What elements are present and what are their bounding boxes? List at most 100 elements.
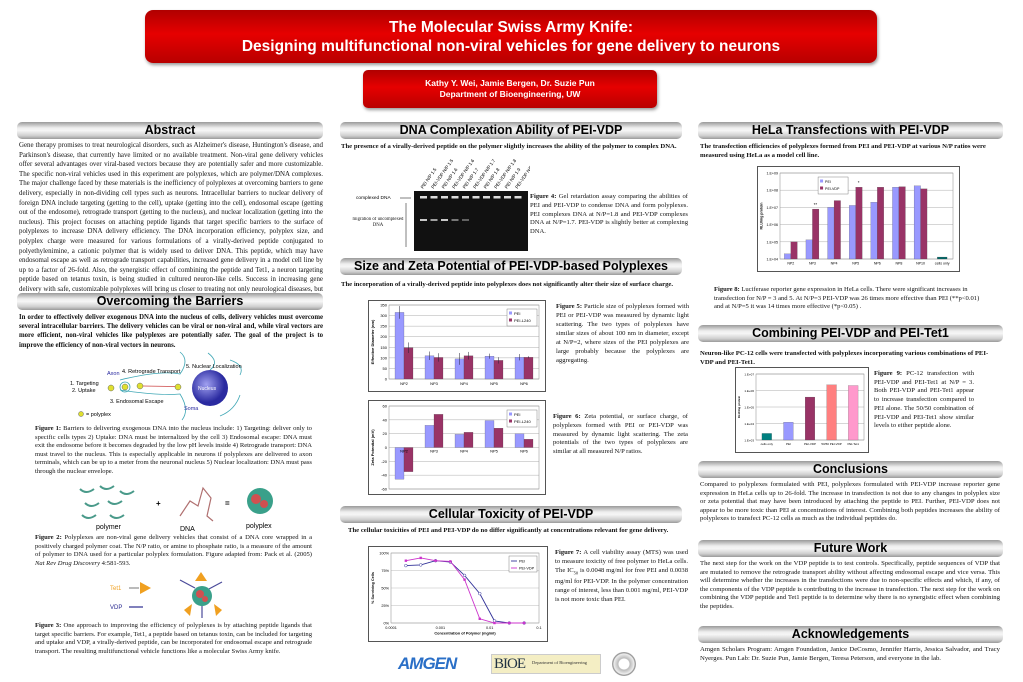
- fig7-text-b: is 0.0048 mg/ml for free PEI and 0.0038 …: [555, 566, 688, 603]
- fig1-text: Barriers to delivering exogenous DNA int…: [35, 425, 312, 475]
- gel-band-complexed: [420, 196, 427, 199]
- fig1-uptake: 2. Uptake: [72, 388, 96, 394]
- bar: [892, 187, 900, 260]
- fig2-polymer: polymer: [96, 524, 122, 531]
- fig4-label: Figure 4:: [530, 193, 557, 200]
- combining-intro: Neuron-like PC-12 cells were transfected…: [700, 350, 989, 366]
- title-line2: Designing multifunctional non-viral vehi…: [241, 38, 781, 55]
- gel-band-complexed: [462, 196, 469, 199]
- y-tick-label: 350: [380, 303, 387, 308]
- fig2-journal: Nat Rev Drug Discovery: [35, 559, 101, 567]
- y-axis-label: Zeta Potential (mV): [370, 429, 375, 466]
- fig1-nucleus: Nucleus: [198, 386, 217, 392]
- data-point: [478, 617, 481, 620]
- barriers-heading: Overcoming the Barriers: [17, 293, 323, 310]
- figure2-caption: Figure 2: Polyplexes are non-viral gene …: [35, 534, 312, 568]
- x-tick-label: NP2: [400, 449, 409, 454]
- legend-label: PEI: [825, 180, 831, 184]
- bar: [454, 434, 465, 448]
- x-tick-label: cells only: [935, 262, 950, 266]
- legend-label: PEI-VDP: [519, 567, 535, 571]
- bar: [433, 414, 444, 448]
- complexation-intro: The presence of a virally-derived peptid…: [341, 143, 677, 150]
- fig6-text: Zeta potential, or surface charge, of po…: [553, 413, 688, 456]
- bar: [805, 239, 813, 260]
- bioe-logo: BIOE Department of Bioengineering: [491, 654, 601, 674]
- figure3-diagram: Tet1 VDP: [110, 572, 223, 618]
- fig1-legend: = polyplex: [86, 412, 111, 418]
- fig8-label: Figure 8:: [714, 286, 740, 293]
- bar: [790, 241, 798, 260]
- gel-band-uncomplexed: [420, 219, 427, 221]
- bar: [826, 384, 837, 441]
- legend-box: [506, 409, 538, 428]
- legend-label: PEI: [519, 560, 525, 564]
- x-tick-label: NP3: [809, 262, 816, 266]
- figure2-diagram: + = polymer DNA polyplex: [79, 485, 273, 533]
- data-point: [463, 578, 466, 581]
- y-tick-label: 1.E+04: [744, 422, 754, 426]
- y-tick-label: 1.E+07: [744, 373, 754, 377]
- bar: [484, 420, 495, 448]
- amgen-logo: AMGEN: [398, 654, 457, 673]
- bar: [463, 432, 474, 448]
- bar: [514, 433, 525, 448]
- bar: [805, 396, 815, 441]
- y-tick-label: 40: [383, 417, 388, 422]
- legend-swatch: [509, 318, 512, 322]
- gel-band-complexed: [472, 196, 480, 199]
- gel-band-complexed: [451, 196, 459, 199]
- logos: AMGEN BIOE Department of Bioengineering: [398, 652, 638, 678]
- fig3-text: One approach to improving the efficiency…: [35, 622, 312, 655]
- fig6-label: Figure 6:: [553, 413, 581, 420]
- data-point: [404, 559, 408, 562]
- significance-marker: *: [858, 180, 860, 185]
- legend-box: [506, 308, 538, 327]
- x-tick-label: 0.001: [436, 626, 446, 630]
- size-zeta-heading: Size and Zeta Potential of PEI-VDP-based…: [340, 258, 682, 275]
- fig2-plus: +: [156, 499, 161, 508]
- gel-band-uncomplexed: [451, 219, 459, 221]
- future-heading: Future Work: [698, 540, 1003, 557]
- barriers-intro: In order to effectively deliver exogenou…: [19, 314, 323, 349]
- bar: [493, 428, 504, 448]
- y-tick-label: 300: [380, 313, 387, 318]
- y-tick-label: 1.E+07: [767, 206, 779, 210]
- y-tick-label: 1.E+04: [767, 258, 779, 262]
- figure5-chart: 0 50 100 150 200 250 300 350 NP2 NP3 NP4 NP5 NP6 Effe…: [368, 300, 546, 392]
- gel-band-uncomplexed: [441, 219, 448, 221]
- x-tick-label: 0.1: [536, 626, 541, 630]
- bar: [523, 357, 534, 380]
- figure4-caption: Figure 4: Gel retardation assay comparin…: [530, 193, 688, 237]
- y-tick-label: 250: [380, 324, 387, 329]
- legend-swatch: [820, 186, 824, 190]
- gel-band-uncomplexed: [430, 219, 438, 221]
- series-line: [405, 557, 525, 624]
- abstract-heading: Abstract: [17, 122, 323, 139]
- y-tick-label: 0: [385, 445, 388, 450]
- toxicity-heading: Cellular Toxicity of PEI-VDP: [340, 506, 682, 523]
- series-line: [405, 560, 525, 624]
- acknowledgements-heading: Acknowledgements: [698, 626, 1003, 643]
- y-tick-label: 1.E+05: [767, 240, 779, 244]
- y-tick-label: 1.E+03: [744, 439, 754, 443]
- y-axis-label: RLU/mg protein: [760, 203, 764, 230]
- x-axis-label: Concentration of Polymer (mg/ml): [434, 632, 496, 636]
- bar: [812, 208, 820, 260]
- x-tick-label: NP10: [916, 262, 925, 266]
- x-tick-label: NP6: [520, 381, 529, 386]
- fig1-axon: Axon: [107, 371, 120, 377]
- bar: [761, 433, 772, 441]
- bar: [484, 356, 495, 380]
- title-line1: The Molecular Swiss Army Knife:: [388, 19, 634, 36]
- fig5-label: Figure 5:: [556, 303, 583, 310]
- gel-band-uncomplexed: [462, 219, 469, 221]
- data-point: [404, 563, 408, 568]
- fig1-label: Figure 1:: [35, 425, 62, 432]
- fig8-text: Luciferase reporter gene expression in H…: [714, 286, 980, 311]
- complexation-heading: DNA Complexation Ability of PEI-VDP: [340, 122, 682, 139]
- toxicity-intro: The cellular toxicities of PEI and PEI-V…: [348, 527, 669, 534]
- fig5-text: Particle size of polyplexes formed with …: [556, 303, 689, 364]
- y-tick-label: 1.E+05: [744, 406, 754, 410]
- x-tick-label: NP3: [430, 381, 439, 386]
